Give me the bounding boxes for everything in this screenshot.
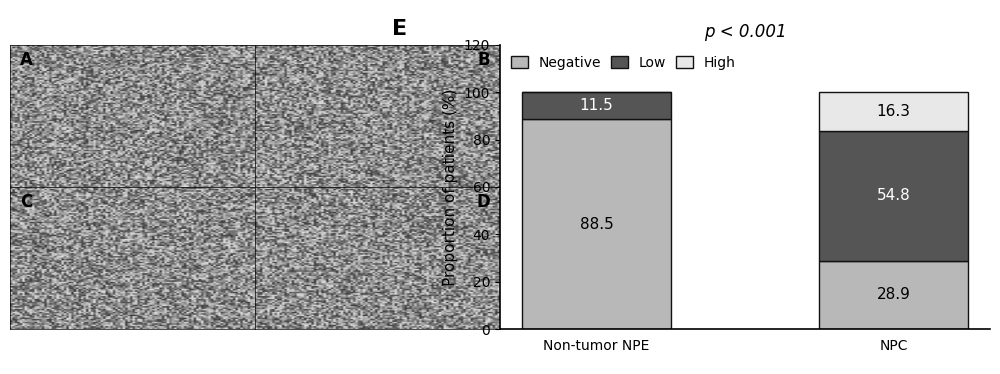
Bar [819,261,968,329]
Y-axis label: Proportion of patients (%): Proportion of patients (%) [443,88,458,286]
Title: p < 0.001: p < 0.001 [704,22,786,40]
Bar [819,92,968,131]
Text: E: E [392,19,407,39]
Text: B: B [478,50,490,68]
Text: C: C [20,193,32,211]
Text: A: A [20,50,33,68]
Text: 11.5: 11.5 [580,98,613,113]
Text: 28.9: 28.9 [877,287,910,303]
Text: 16.3: 16.3 [876,104,910,119]
Bar [522,92,671,120]
Text: D: D [476,193,490,211]
Text: 54.8: 54.8 [877,188,910,203]
Bar [819,131,968,261]
Bar [522,120,671,329]
Text: 88.5: 88.5 [580,217,613,232]
Legend: Negative, Low, High: Negative, Low, High [507,52,740,74]
